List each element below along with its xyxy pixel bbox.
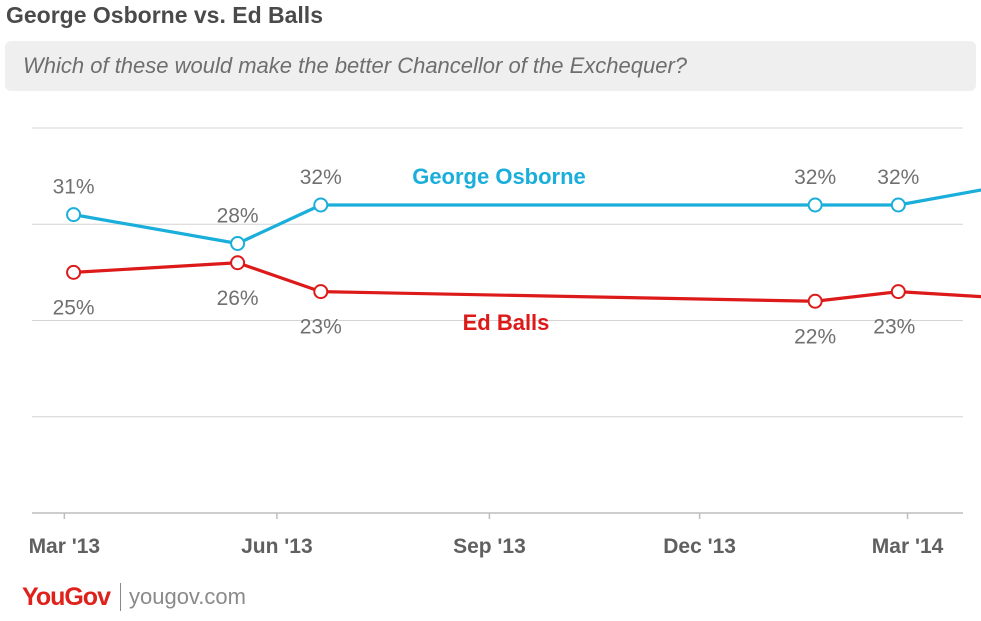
series-name-label: Ed Balls — [463, 310, 550, 335]
data-labels: 31%28%32%32%32%35%George Osborne25%26%23… — [53, 164, 920, 348]
data-label: 28% — [217, 205, 259, 228]
data-point[interactable] — [890, 197, 906, 213]
footer-url[interactable]: yougov.com — [128, 584, 246, 609]
data-point[interactable] — [807, 293, 823, 309]
series-line-0 — [73, 188, 981, 246]
series-name-label: George Osborne — [412, 164, 586, 189]
data-label: 26% — [217, 287, 259, 310]
yougov-logo[interactable]: YouGov — [22, 582, 111, 611]
x-axis: Mar '13 Jun '13 Sep '13 Dec '13 Mar '14 — [29, 512, 963, 558]
chart-title: George Osborne vs. Ed Balls — [6, 2, 323, 28]
data-point[interactable] — [313, 284, 329, 300]
subtitle-box: Which of these would make the better Cha… — [5, 41, 976, 91]
line-chart: Mar '13 Jun '13 Sep '13 Dec '13 Mar '14 31% 2… — [29, 127, 981, 558]
chart-subtitle: Which of these would make the better Cha… — [23, 53, 688, 78]
data-label: 25% — [53, 296, 95, 319]
x-tick-label: Mar '13 — [29, 535, 101, 558]
data-label: 23% — [873, 316, 915, 339]
gridlines — [32, 127, 963, 418]
data-point[interactable] — [807, 197, 823, 213]
data-label: 32% — [794, 166, 836, 189]
data-point[interactable] — [313, 197, 329, 213]
data-point[interactable] — [230, 236, 246, 251]
data-point[interactable] — [66, 207, 82, 223]
x-tick-label: Sep '13 — [453, 535, 526, 558]
x-tick-label: Dec '13 — [663, 535, 736, 558]
footer: YouGov yougov.com — [22, 582, 246, 612]
data-point[interactable] — [66, 264, 82, 280]
data-label: 32% — [300, 166, 342, 189]
data-label: 22% — [794, 325, 836, 348]
series-line-1 — [73, 261, 981, 303]
data-label: 23% — [300, 316, 342, 339]
data-point[interactable] — [230, 255, 246, 271]
data-label: 31% — [53, 176, 95, 199]
footer-divider — [119, 583, 121, 611]
data-point[interactable] — [890, 284, 906, 300]
data-label: 32% — [877, 166, 919, 189]
series-points — [66, 197, 906, 309]
x-tick-label: Jun '13 — [241, 535, 313, 558]
x-tick-label: Mar '14 — [872, 535, 944, 558]
series-lines — [73, 188, 981, 303]
